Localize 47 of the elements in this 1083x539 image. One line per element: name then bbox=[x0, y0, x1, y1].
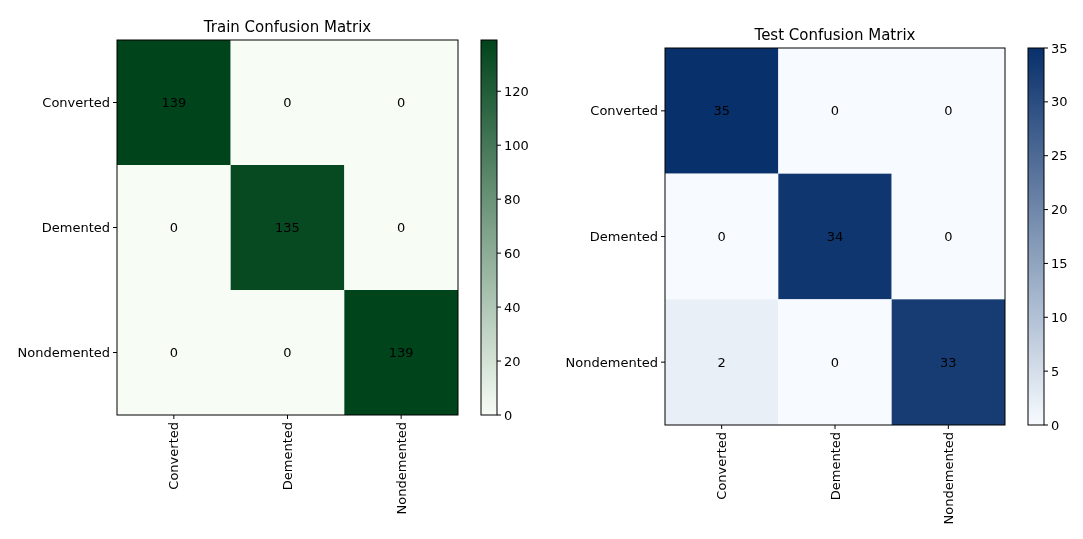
color-bar-label: 25 bbox=[1051, 148, 1068, 164]
color-bar-label: 80 bbox=[504, 191, 521, 207]
data-label: 139 bbox=[388, 345, 414, 361]
color-bar-label: 120 bbox=[504, 83, 529, 99]
color-bar-label: 0 bbox=[1051, 417, 1060, 433]
y-tick-label: Converted bbox=[590, 103, 658, 119]
color-bar-label: 10 bbox=[1051, 309, 1068, 325]
y-tick-label: Demented bbox=[589, 229, 658, 245]
data-label: 0 bbox=[283, 345, 292, 361]
data-label: 0 bbox=[944, 103, 953, 119]
color-bar-label: 60 bbox=[504, 245, 521, 261]
data-label: 2 bbox=[717, 354, 726, 370]
color-bar-label: 0 bbox=[504, 407, 513, 423]
color-bar-label: 30 bbox=[1051, 94, 1068, 110]
color-bar-label: 20 bbox=[1051, 202, 1068, 218]
x-tick-label: Converted bbox=[166, 422, 182, 490]
data-label: 0 bbox=[830, 354, 840, 370]
data-label: 35 bbox=[713, 103, 730, 119]
chart-title: Train Confusion Matrix bbox=[202, 18, 372, 36]
data-label: 0 bbox=[830, 103, 840, 119]
data-label: 0 bbox=[717, 229, 726, 245]
data-label: 0 bbox=[397, 95, 406, 111]
y-tick-label: Nondemented bbox=[565, 354, 658, 370]
color-bar-label: 5 bbox=[1051, 363, 1060, 379]
y-tick-label: Demented bbox=[41, 220, 110, 236]
color-bar-label: 100 bbox=[504, 137, 529, 153]
y-tick-label: Converted bbox=[42, 95, 110, 111]
color-bar-label: 35 bbox=[1051, 40, 1068, 56]
data-label: 0 bbox=[397, 220, 406, 236]
data-label: 139 bbox=[161, 95, 187, 111]
data-label: 0 bbox=[169, 345, 178, 361]
x-tick-label: Nondemented bbox=[940, 432, 956, 525]
color-bar-label: 40 bbox=[504, 299, 521, 315]
color-bar-label: 20 bbox=[504, 353, 521, 369]
x-tick-label: Demented bbox=[827, 432, 843, 501]
data-label: 0 bbox=[169, 220, 178, 236]
color-bar-label: 15 bbox=[1051, 255, 1068, 271]
x-tick-label: Demented bbox=[280, 422, 296, 491]
data-label: 0 bbox=[283, 95, 292, 111]
data-label: 0 bbox=[944, 229, 953, 245]
data-label: 135 bbox=[275, 220, 300, 236]
chart-title: Test Confusion Matrix bbox=[753, 26, 916, 44]
data-label: 33 bbox=[940, 354, 957, 370]
x-tick-label: Nondemented bbox=[393, 422, 409, 515]
y-tick-label: Nondemented bbox=[17, 345, 110, 361]
data-label: 34 bbox=[826, 229, 844, 245]
x-tick-label: Converted bbox=[714, 432, 730, 500]
